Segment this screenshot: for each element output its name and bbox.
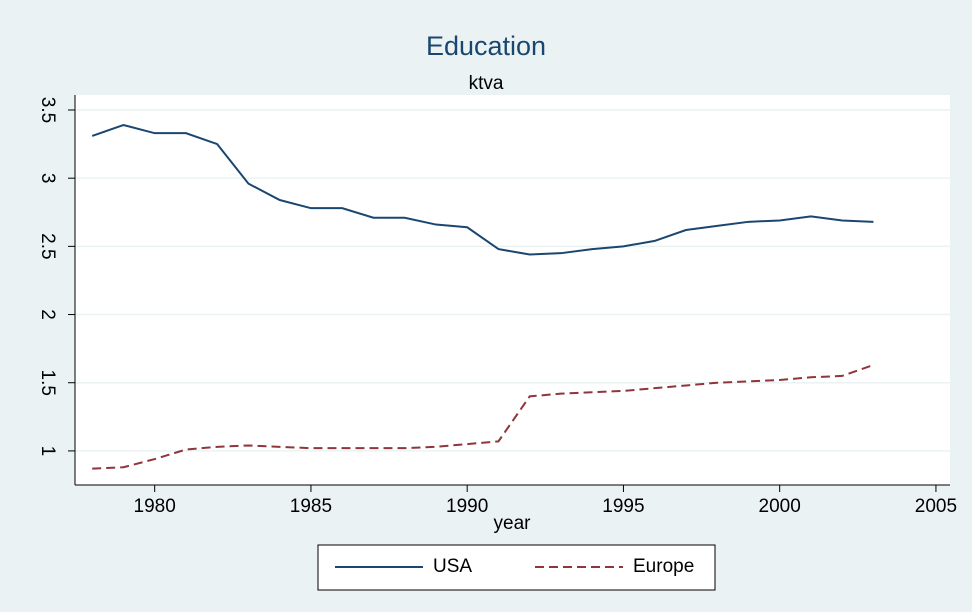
x-tick-label: 1990 bbox=[446, 496, 488, 517]
y-tick-label: 3.5 bbox=[37, 97, 58, 123]
x-tick-label: 1995 bbox=[602, 496, 644, 517]
x-tick-label: 1985 bbox=[290, 496, 332, 517]
chart-subtitle: ktva bbox=[469, 73, 504, 94]
series-line bbox=[91, 123, 874, 256]
legend-label: Europe bbox=[633, 556, 694, 577]
y-tick-label: 2 bbox=[37, 309, 58, 320]
y-tick-label: 1.5 bbox=[37, 370, 58, 396]
series-line bbox=[92, 364, 874, 470]
chart-title: Education bbox=[426, 31, 546, 61]
y-tick-label: 1 bbox=[37, 446, 58, 457]
legend-label: USA bbox=[433, 556, 472, 577]
plot-area bbox=[75, 95, 950, 485]
x-tick-label: 2005 bbox=[915, 496, 957, 517]
x-tick-label: 2000 bbox=[759, 496, 801, 517]
x-tick-label: 1980 bbox=[134, 496, 176, 517]
x-axis-label: year bbox=[494, 513, 532, 534]
y-tick-label: 3 bbox=[37, 173, 58, 184]
y-tick-label: 2.5 bbox=[37, 233, 58, 259]
